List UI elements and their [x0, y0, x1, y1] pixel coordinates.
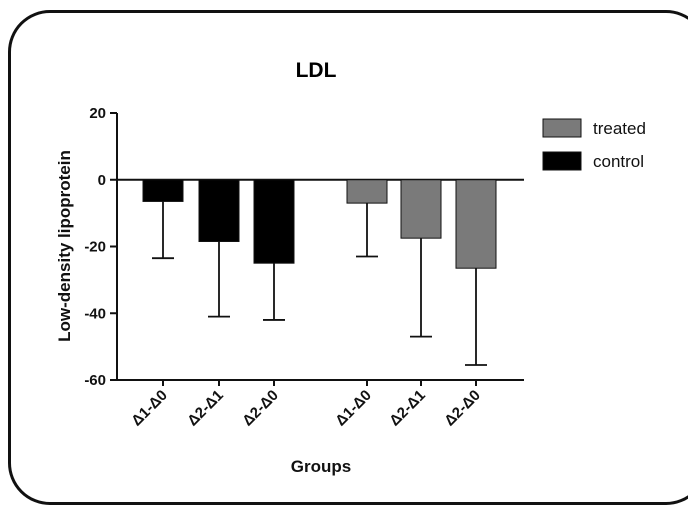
y-tick-label: 20: [89, 105, 106, 122]
legend-swatch-treated: [542, 118, 582, 138]
y-tick-label: -60: [84, 372, 106, 389]
bar-treated: [455, 179, 497, 269]
bar-control: [142, 179, 184, 202]
x-tick-label: Δ2-Δ0: [441, 387, 484, 430]
bar-control: [253, 179, 295, 264]
x-tick-label: Δ2-Δ0: [239, 387, 282, 430]
legend: treated control: [542, 118, 646, 171]
x-tick-label: Δ2-Δ1: [184, 387, 227, 430]
y-tick-label: -40: [84, 305, 106, 322]
plot-area: 20 0 -20 -40 -60 Δ1-Δ0 Δ2-Δ1 Δ2-Δ0 Δ1-Δ0 Δ2-Δ1 Δ2-…: [84, 105, 524, 429]
bar-control: [198, 179, 240, 242]
x-tick-label: Δ1-Δ0: [128, 387, 171, 430]
chart-frame: [8, 10, 688, 505]
bar-treated: [400, 179, 442, 239]
bar-treated: [346, 179, 388, 204]
y-tick-label: 0: [98, 172, 106, 189]
chart-title: LDL: [296, 59, 337, 82]
x-tick-label: Δ1-Δ0: [332, 387, 375, 430]
legend-swatch-control: [542, 151, 582, 171]
y-axis-label: Low-density lipoprotein: [55, 150, 74, 342]
x-tick-label: Δ2-Δ1: [386, 387, 429, 430]
x-axis-label: Groups: [291, 457, 351, 476]
y-tick-label: -20: [84, 239, 106, 256]
legend-label-control: control: [593, 152, 644, 171]
legend-label-treated: treated: [593, 119, 646, 138]
